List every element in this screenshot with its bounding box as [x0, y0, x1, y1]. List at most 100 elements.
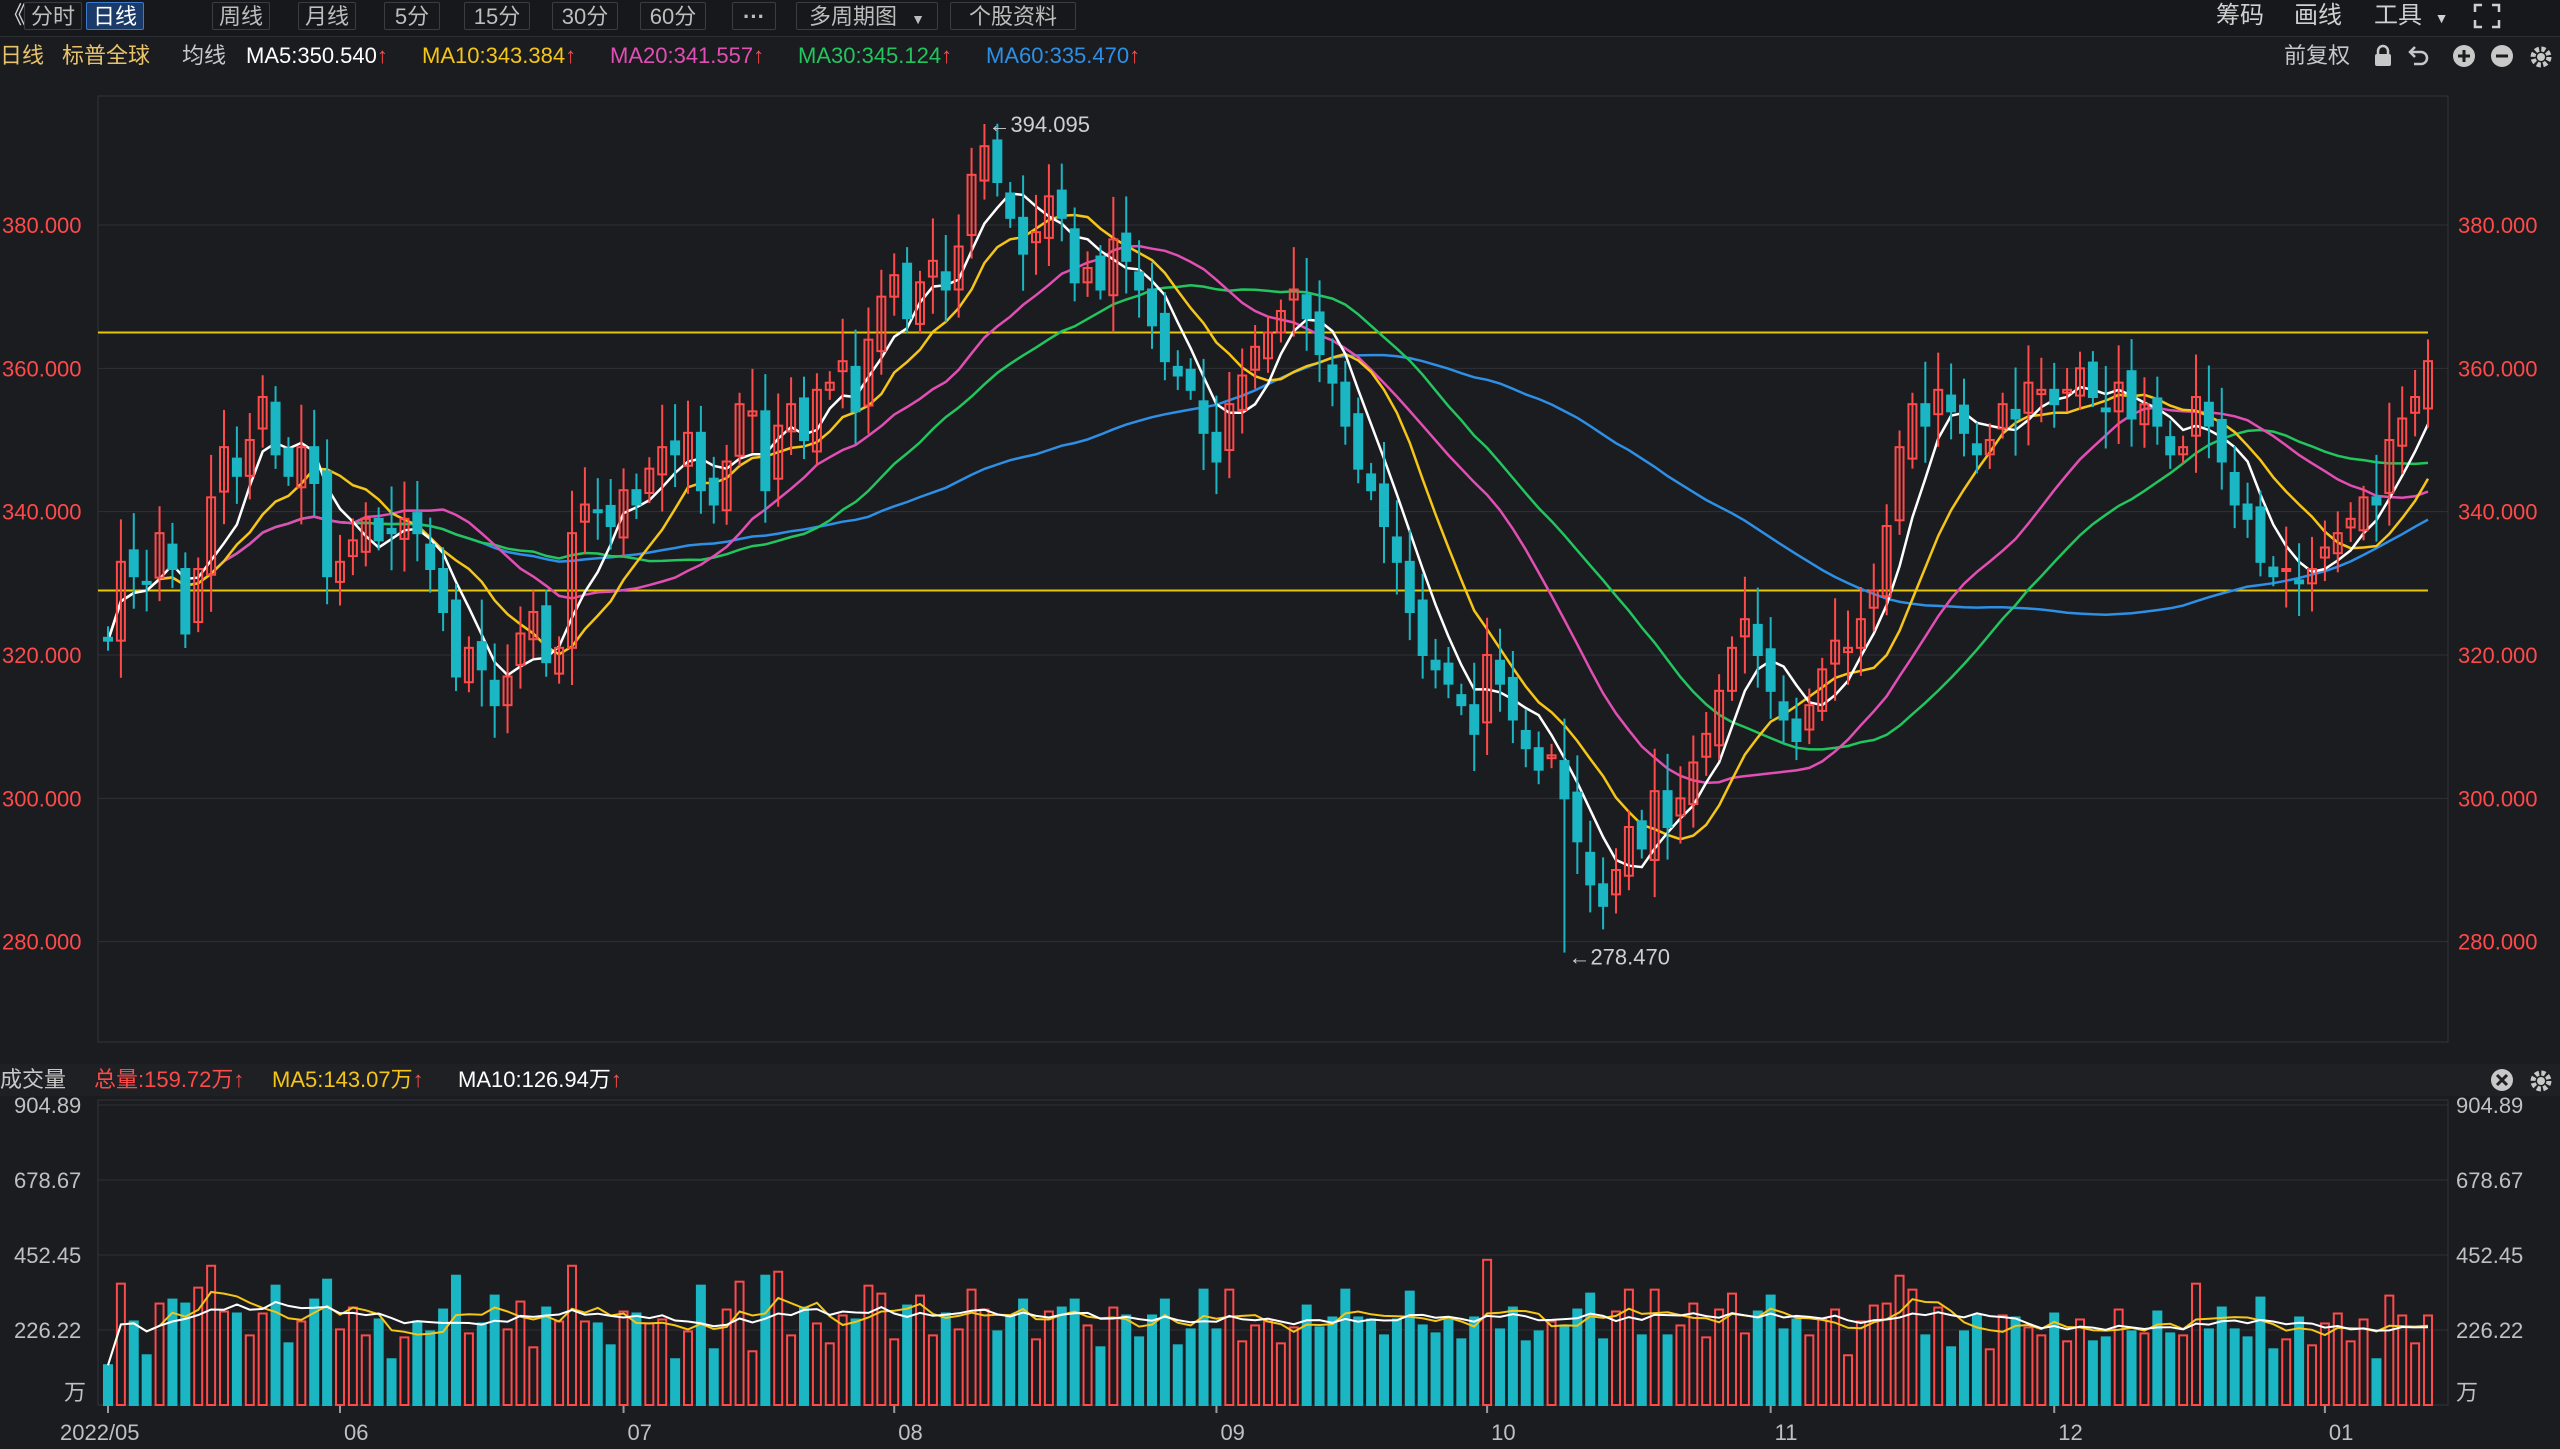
zoom-out-icon[interactable]	[2490, 44, 2514, 77]
candle-up	[979, 145, 990, 182]
gear-icon[interactable]	[2528, 44, 2554, 79]
adjust-label[interactable]: 前复权	[2284, 43, 2351, 68]
volume-unit-left: 万	[64, 1380, 86, 1405]
tab-monthly[interactable]: 月线	[298, 2, 356, 30]
tab-weekly[interactable]: 周线	[212, 2, 270, 30]
volume-tick-label-right: 678.67	[2456, 1168, 2523, 1193]
candle-up	[2332, 532, 2343, 555]
candle-up	[1623, 826, 1634, 877]
tab-daily[interactable]: 日线	[86, 2, 144, 30]
volume-bar-down	[1005, 1314, 1016, 1407]
candle-down	[1778, 701, 1789, 721]
candle-up	[360, 517, 371, 553]
volume-bar-up	[1984, 1348, 1995, 1406]
candle-down	[541, 605, 552, 664]
tab-30min[interactable]: 30分	[552, 2, 618, 30]
candle-up	[1894, 446, 1905, 522]
volume-bar-up	[154, 1302, 165, 1406]
candle-up	[2307, 568, 2317, 585]
volume-bar-down	[1559, 1324, 1570, 1407]
x-axis-label: 10	[1491, 1420, 1515, 1445]
candle-down	[2268, 566, 2279, 578]
price-tick-label-left: 300.000	[2, 786, 82, 811]
price-tick-label-left: 340.000	[2, 500, 82, 525]
volume-bar-down	[309, 1298, 320, 1406]
volume-bar-up	[2075, 1318, 2085, 1407]
ma30-value: MA30:345.124↑	[798, 43, 953, 68]
candle-down	[760, 410, 771, 492]
volume-bar-down	[2294, 1316, 2305, 1407]
volume-bar-down	[1456, 1338, 1467, 1406]
toolbar: 《 分时 日线 周线 月线 5分 15分 30分 60分 ··· 多周期图 ▼ …	[0, 0, 2560, 37]
tab-15min[interactable]: 15分	[464, 2, 530, 30]
volume-bar-up	[579, 1320, 590, 1407]
volume-tick-label-right: 452.45	[2456, 1243, 2523, 1268]
candle-up	[863, 338, 874, 407]
volume-bar-down	[1327, 1316, 1338, 1407]
volume-bar-up	[915, 1294, 925, 1406]
candle-down	[2216, 418, 2227, 463]
volume-bar-up	[244, 1334, 255, 1407]
candle-up	[1830, 639, 1841, 665]
volume-bar-down	[1314, 1326, 1325, 1407]
volume-bar-up	[683, 1330, 693, 1407]
candle-down	[1662, 790, 1673, 829]
volume-bar-down	[103, 1364, 113, 1407]
candle-down	[1971, 443, 1982, 456]
volume-bar-down	[1069, 1298, 1080, 1406]
candle-up	[1043, 195, 1054, 239]
volume-title: 成交量	[0, 1067, 67, 1092]
volume-bar-down	[1134, 1336, 1145, 1406]
tools-dropdown[interactable]: 工具 ▼	[2374, 2, 2449, 30]
volume-bar-up	[889, 1338, 900, 1406]
close-circle-icon[interactable]	[2490, 1068, 2514, 1101]
candle-up	[347, 539, 358, 558]
volume-bar-up	[1108, 1306, 1119, 1406]
more-icon[interactable]: ···	[732, 2, 776, 30]
tab-fenshi[interactable]: 分时	[24, 2, 82, 30]
volume-bar-up	[1031, 1338, 1041, 1406]
volume-bar-up	[1997, 1314, 2008, 1407]
volume-bar-down	[231, 1312, 242, 1406]
volume-tick-label-left: 904.89	[14, 1093, 81, 1118]
chips-button[interactable]: 筹码	[2216, 2, 2264, 29]
tab-60min[interactable]: 60分	[640, 2, 706, 30]
candle-up	[824, 381, 835, 391]
candle-down	[1430, 659, 1441, 671]
candle-up	[2384, 439, 2395, 495]
multi-period-dropdown[interactable]: 多周期图 ▼	[796, 2, 938, 30]
volume-bar-up	[1288, 1326, 1299, 1407]
candle-down	[1598, 883, 1609, 907]
fullscreen-icon[interactable]	[2472, 2, 2506, 30]
volume-bar-down	[1417, 1324, 1428, 1407]
undo-icon[interactable]	[2406, 44, 2430, 77]
candle-down	[631, 489, 642, 506]
price-tick-label-left: 380.000	[2, 213, 82, 238]
volume-bar-up	[1688, 1302, 1699, 1406]
candle-up	[579, 503, 590, 523]
draw-line-button[interactable]: 画线	[2294, 2, 2342, 29]
volume-bar-up	[1237, 1340, 1248, 1406]
volume-bar-down	[605, 1344, 616, 1406]
volume-tick-label-left: 226.22	[14, 1318, 81, 1343]
candle-down	[270, 401, 281, 456]
lock-icon[interactable]	[2372, 44, 2394, 77]
volume-bar-down	[2242, 1336, 2253, 1406]
volume-bar-up	[837, 1314, 848, 1407]
zoom-in-icon[interactable]	[2452, 44, 2476, 77]
gear-icon[interactable]	[2528, 1068, 2554, 1103]
volume-bar-up	[1275, 1342, 1286, 1406]
ma-label[interactable]: 均线	[182, 43, 227, 68]
volume-bar-down	[1185, 1328, 1196, 1407]
double-chevron-left-icon[interactable]: 《	[2, 2, 26, 29]
tab-5min[interactable]: 5分	[384, 2, 440, 30]
stock-info-button[interactable]: 个股资料	[950, 2, 1076, 30]
volume-bar-up	[1714, 1308, 1725, 1406]
volume-bar-down	[992, 1330, 1003, 1407]
period-label: 日线	[0, 43, 45, 68]
candle-down	[1301, 294, 1312, 320]
candle-up	[399, 517, 410, 540]
candle-up	[1108, 238, 1119, 297]
candle-up	[463, 646, 474, 684]
